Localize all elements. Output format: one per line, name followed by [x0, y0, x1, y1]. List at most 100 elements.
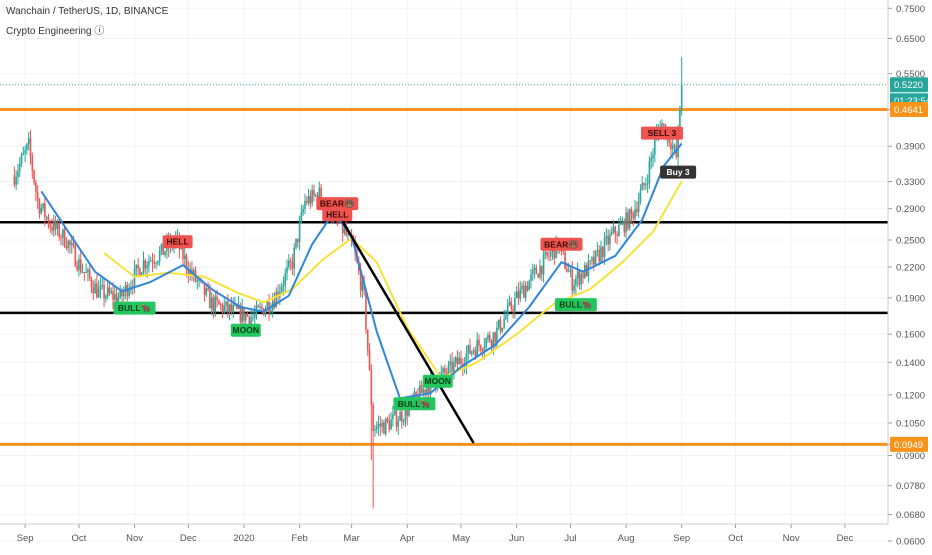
candle-body	[444, 368, 446, 373]
candle-body	[632, 213, 635, 219]
level-tag-text: 0.4641	[894, 105, 923, 116]
current-price-tag-box	[890, 77, 928, 93]
level-tag: 0.4641	[890, 102, 928, 118]
candle-body	[67, 240, 69, 249]
x-tick-label: Sep	[17, 533, 34, 544]
signal-sell: HELL	[322, 208, 353, 222]
candle-body	[137, 264, 139, 269]
candle-body	[291, 261, 294, 269]
candle-body	[478, 339, 480, 346]
candle-body	[465, 353, 468, 366]
candle-body	[252, 317, 254, 319]
candle-body	[390, 419, 392, 430]
candle-body	[427, 387, 430, 395]
candle-body	[115, 294, 118, 303]
candle-body	[494, 332, 496, 343]
candle-body	[643, 182, 645, 186]
candle-body	[609, 234, 611, 245]
candle-body	[343, 228, 346, 234]
candle-body	[605, 235, 608, 239]
candle-body	[51, 226, 53, 231]
candle-body	[243, 307, 245, 321]
candle-body	[22, 153, 25, 155]
candle-body	[454, 357, 457, 363]
candle-body	[31, 155, 34, 171]
signal-label: Buy 3	[667, 167, 690, 177]
candle-body	[42, 203, 44, 208]
candle-body	[483, 346, 486, 351]
candle-body	[442, 368, 444, 373]
y-tick-label: 0.0600	[896, 537, 925, 548]
candle-body	[196, 280, 199, 282]
candle-body	[69, 240, 71, 245]
candle-body	[447, 364, 450, 375]
candle-body	[618, 224, 620, 236]
y-tick-label: 0.0900	[896, 451, 925, 462]
candle-body	[375, 426, 378, 430]
candle-body	[571, 269, 574, 291]
candle-body	[499, 319, 502, 332]
candle-body	[296, 238, 299, 243]
x-tick-label: Feb	[291, 533, 307, 544]
candle-body	[96, 283, 98, 298]
candle-body	[634, 209, 636, 219]
candle-body	[370, 370, 373, 405]
candle-body	[445, 372, 448, 375]
candle-body	[207, 288, 209, 290]
indicator-label[interactable]: Crypto Engineering ⓘ	[6, 26, 105, 37]
countdown-tag-text: 01:23:54	[894, 96, 931, 107]
candle-body	[70, 242, 73, 245]
signal-box	[162, 235, 193, 249]
candle-body	[399, 411, 401, 422]
candle-body	[479, 345, 482, 351]
candle-body	[627, 212, 629, 229]
candle-body	[74, 245, 77, 267]
candle-body	[216, 296, 218, 301]
candle-body	[313, 189, 315, 196]
candle-body	[653, 139, 656, 155]
candle-body	[241, 307, 243, 323]
candle-body	[122, 291, 125, 297]
candle-body	[404, 406, 407, 422]
x-tick-label: Dec	[836, 533, 853, 544]
signal-buy: MOON	[230, 323, 261, 337]
candle-body	[361, 280, 364, 291]
candle-body	[670, 143, 672, 150]
candle-body	[293, 247, 296, 269]
candle-body	[679, 110, 681, 127]
signal-label: HELL	[326, 210, 348, 220]
candle-body	[542, 253, 545, 275]
candle-body	[533, 267, 536, 270]
candle-body	[639, 190, 642, 202]
candle-body	[234, 304, 236, 306]
candle-body	[510, 301, 513, 310]
candle-body	[203, 282, 206, 295]
candle-body	[456, 357, 459, 365]
candle-body	[45, 217, 48, 219]
candle-body	[253, 313, 256, 318]
symbol-title[interactable]: Wanchain / TetherUS, 1D, BINANCE	[6, 6, 169, 17]
candle-body	[18, 163, 21, 172]
candle-body	[117, 297, 120, 303]
x-tick-label: Oct	[728, 533, 743, 544]
candle-body	[564, 251, 566, 269]
candle-body	[304, 200, 306, 210]
candle-body	[135, 264, 138, 269]
candle-body	[33, 170, 35, 183]
candle-body	[244, 314, 247, 321]
candle-body	[630, 209, 633, 214]
candle-body	[517, 291, 520, 299]
candle-body	[146, 265, 148, 269]
candle-body	[35, 182, 37, 192]
y-tick-label: 0.6500	[896, 34, 925, 45]
candle-body	[506, 305, 509, 316]
candle-body	[582, 273, 584, 278]
candle-body	[92, 287, 95, 294]
candle-body	[612, 226, 615, 233]
candle-body	[553, 246, 556, 259]
candle-body	[230, 304, 233, 311]
signal-sell: BEAR🐻	[540, 237, 583, 251]
candle-body	[81, 271, 84, 273]
